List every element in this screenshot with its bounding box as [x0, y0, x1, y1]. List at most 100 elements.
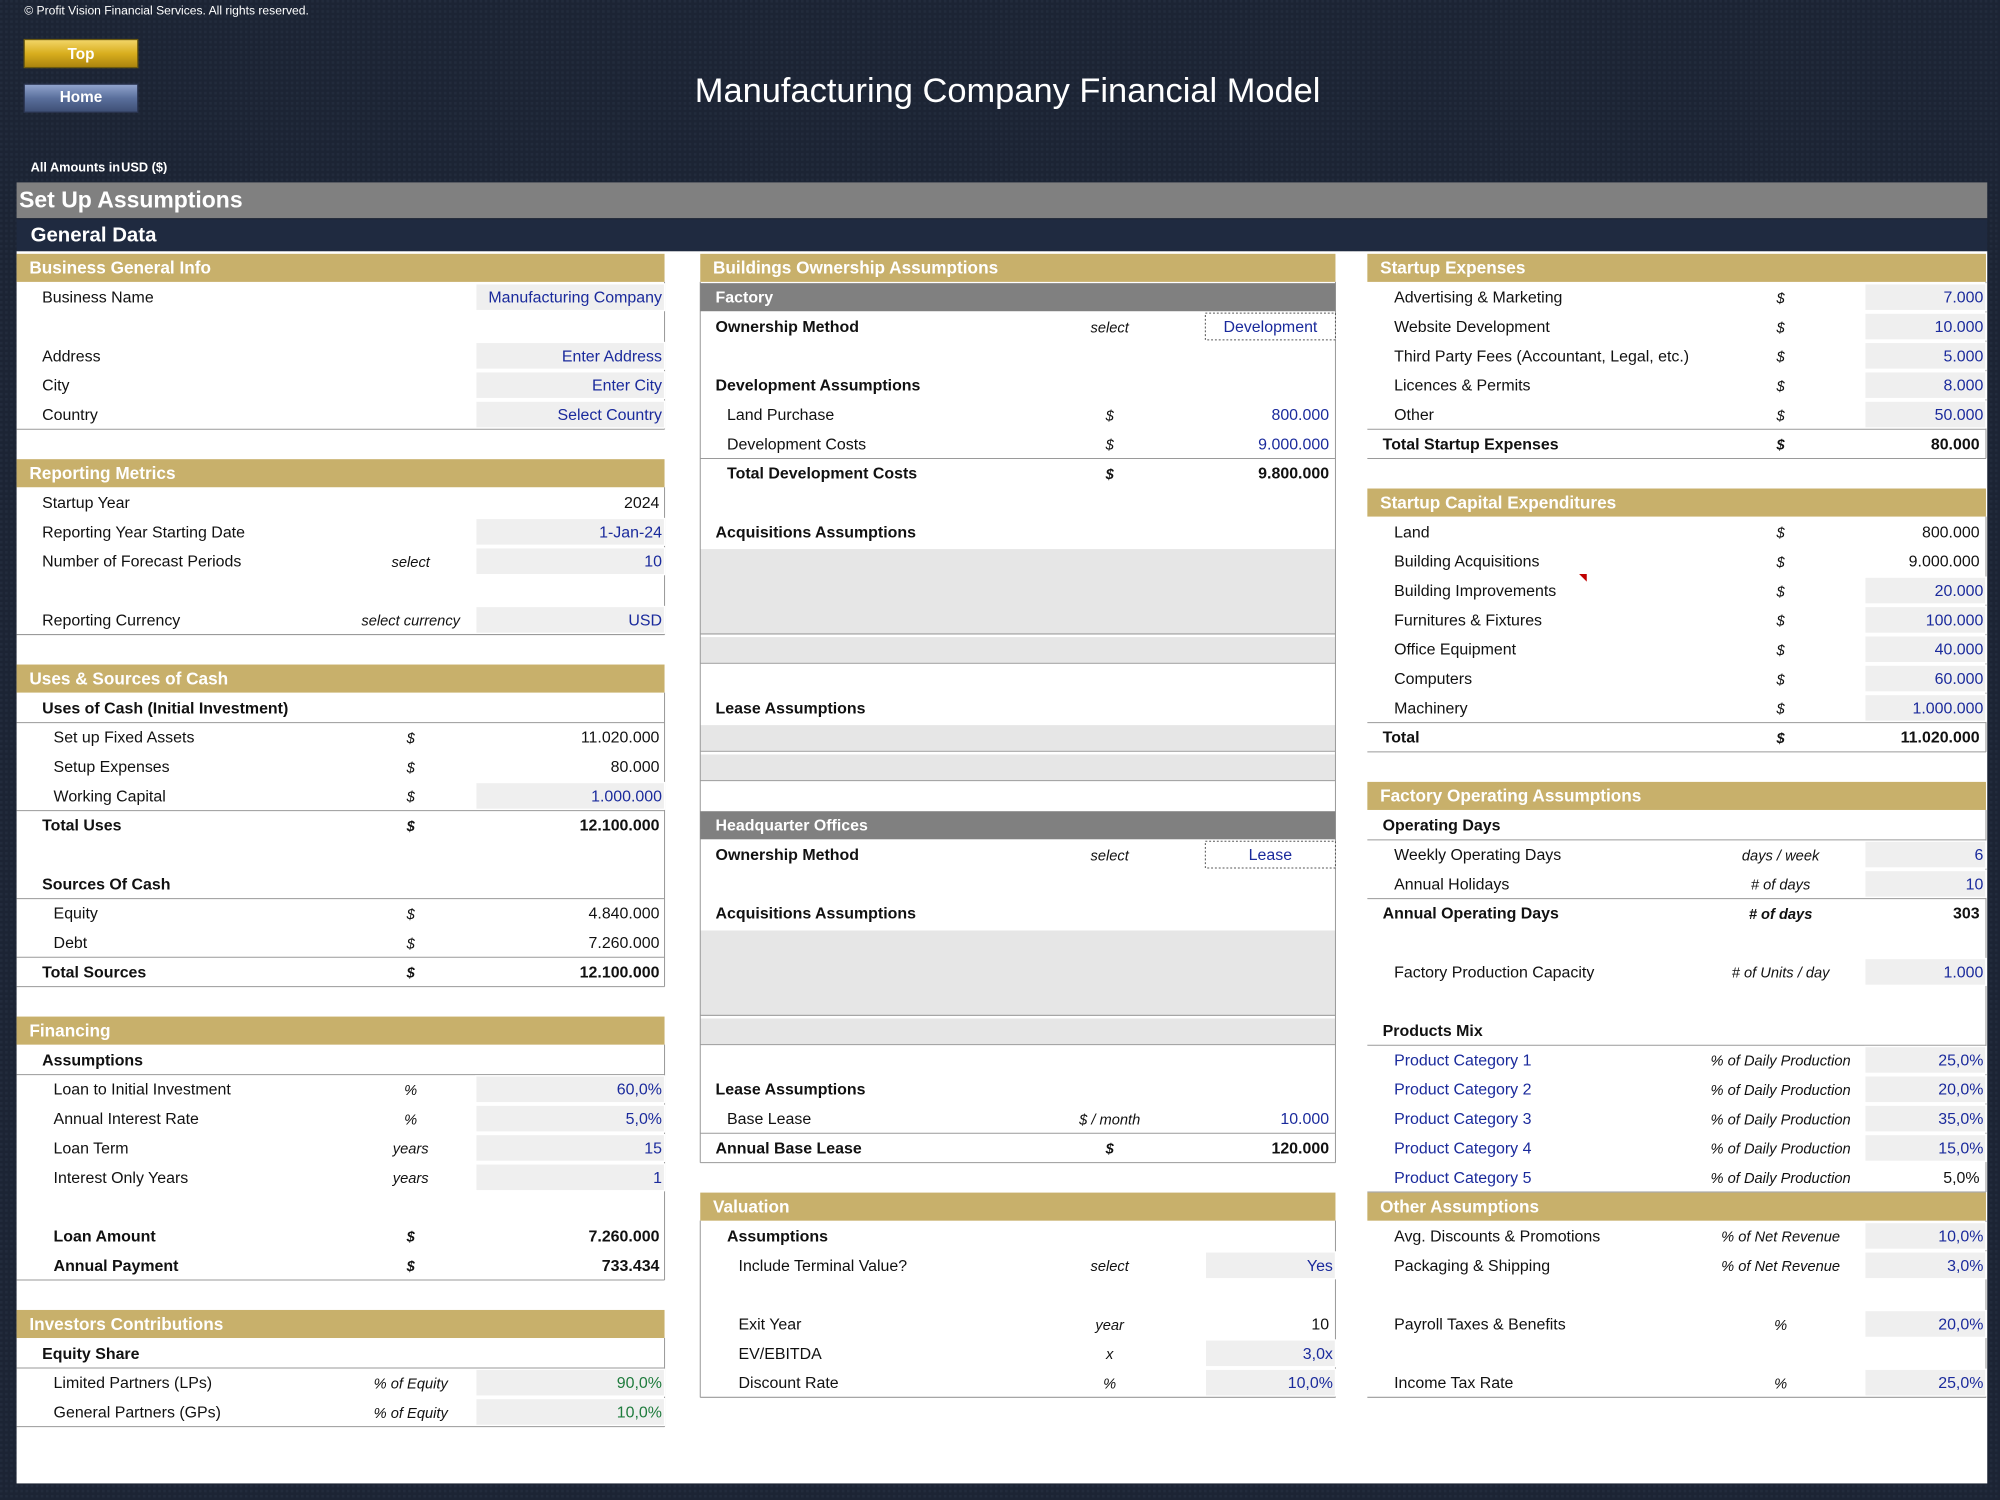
- button-face[interactable]: [23, 83, 139, 113]
- input-value: Enter City: [592, 378, 662, 395]
- row-unit: $: [406, 790, 416, 806]
- button-label[interactable]: Home: [60, 89, 103, 106]
- input-value: 1-Jan-24: [599, 524, 662, 541]
- row-unit: select currency: [361, 614, 461, 630]
- input-value: 25,0%: [1938, 1375, 1983, 1392]
- page-title: Manufacturing Company Financial Model: [695, 72, 1321, 110]
- input-value: 10,0%: [1288, 1375, 1333, 1392]
- top-button[interactable]: Top: [23, 38, 139, 69]
- button-label[interactable]: Top: [68, 46, 95, 63]
- row-unit: $: [1105, 1142, 1115, 1158]
- section-header: [1367, 488, 1986, 517]
- input-cell: [475, 283, 666, 312]
- row-unit: # of days: [1751, 878, 1811, 894]
- row-unit: $: [1776, 320, 1786, 336]
- row-unit: $: [406, 731, 416, 747]
- blank-block: [700, 754, 1336, 780]
- input-cell: [1864, 283, 1987, 312]
- row-unit: $: [406, 760, 416, 776]
- row-label: Product Category 5: [1394, 1170, 1531, 1187]
- input-value: 60,0%: [617, 1082, 662, 1099]
- row-label: Annual Holidays: [1394, 876, 1509, 893]
- home-button[interactable]: Home: [23, 83, 139, 113]
- row-unit: $: [1776, 702, 1786, 718]
- row-label: Lease Assumptions: [716, 1082, 866, 1099]
- section-header: [16, 1309, 665, 1339]
- row-label: Furnitures & Fixtures: [1394, 612, 1542, 629]
- input-cell: [1864, 312, 1987, 341]
- row-label: Annual Base Lease: [716, 1140, 862, 1157]
- input-cell: [475, 1368, 666, 1397]
- blank-block: [700, 725, 1336, 751]
- row-label: Land: [1394, 524, 1429, 541]
- row-label: General Partners (GPs): [54, 1404, 221, 1421]
- section-title: Business General Info: [29, 258, 211, 278]
- row-label: Products Mix: [1383, 1023, 1483, 1040]
- row-label: Avg. Discounts & Promotions: [1394, 1228, 1600, 1245]
- row-label: Total Startup Expenses: [1383, 436, 1559, 453]
- row-label: Annual Operating Days: [1383, 906, 1559, 923]
- input-value: 1.000.000: [1913, 700, 1984, 717]
- dropdown-cell: [1204, 840, 1336, 869]
- row-label: Development Assumptions: [716, 378, 921, 395]
- row-label: Loan Term: [54, 1140, 129, 1157]
- button-face[interactable]: [23, 38, 139, 69]
- input-cell: [1864, 1309, 1987, 1339]
- input-cell: [475, 1163, 666, 1192]
- input-value: 7.000: [1944, 290, 1984, 307]
- input-value: 15: [644, 1140, 662, 1157]
- section-title: Investors Contributions: [29, 1314, 223, 1334]
- row-label: Development Costs: [727, 436, 866, 453]
- row-value: 2024: [624, 495, 660, 512]
- row-value: 303: [1953, 906, 1980, 923]
- row-unit: $: [406, 1230, 416, 1246]
- row-unit: $: [1776, 379, 1786, 395]
- row-unit: $: [1776, 643, 1786, 659]
- input-value: 35,0%: [1938, 1111, 1983, 1128]
- row-value: 9.800.000: [1258, 466, 1329, 483]
- input-cell: [1864, 635, 1987, 664]
- row-label: Address: [42, 348, 100, 365]
- row-value: 7.260.000: [589, 1228, 660, 1245]
- row-value: 800.000: [1271, 407, 1329, 424]
- input-value: 20,0%: [1938, 1316, 1983, 1333]
- input-cell: [1864, 605, 1987, 634]
- row-unit: $: [1776, 584, 1786, 600]
- sheet-title: Set Up Assumptions: [19, 187, 242, 213]
- input-cell: [1864, 693, 1987, 722]
- section-header: [1367, 781, 1986, 810]
- input-cell: [475, 517, 666, 546]
- row-value: 80.000: [1931, 436, 1980, 453]
- input-value: Select Country: [557, 407, 662, 424]
- input-value: 15,0%: [1938, 1140, 1983, 1157]
- sheet-title-band: [16, 182, 1988, 219]
- input-cell: [1864, 957, 1987, 986]
- input-value: 3,0%: [1947, 1258, 1983, 1275]
- row-unit: $: [1105, 408, 1115, 424]
- section-title: Startup Expenses: [1380, 258, 1525, 278]
- dropdown-value: Development: [1223, 319, 1317, 336]
- row-value: 733.434: [602, 1258, 660, 1275]
- blank-block: [700, 1018, 1336, 1045]
- section-title: Reporting Metrics: [29, 463, 175, 483]
- amounts-label: All Amounts in: [31, 160, 120, 175]
- row-unit: % of Net Revenue: [1721, 1230, 1840, 1246]
- row-unit: %: [1774, 1318, 1787, 1334]
- input-value: Manufacturing Company: [488, 290, 662, 307]
- row-unit: %: [404, 1112, 417, 1128]
- row-unit: x: [1105, 1347, 1114, 1363]
- section-title: Other Assumptions: [1380, 1196, 1539, 1216]
- row-label: Assumptions: [727, 1228, 828, 1245]
- sheet-subtitle: General Data: [31, 224, 157, 246]
- input-cell: [1864, 1104, 1987, 1133]
- row-value: 11.020.000: [1901, 730, 1980, 747]
- input-value: 10,0%: [617, 1404, 662, 1421]
- row-label: Product Category 4: [1394, 1140, 1531, 1157]
- row-value: 9.000.000: [1258, 436, 1329, 453]
- row-value: 11.020.000: [581, 730, 660, 747]
- row-label: Uses of Cash (Initial Investment): [42, 700, 288, 717]
- input-value: 50.000: [1935, 407, 1984, 424]
- subheader-band: [700, 283, 1336, 312]
- row-label: Weekly Operating Days: [1394, 847, 1561, 864]
